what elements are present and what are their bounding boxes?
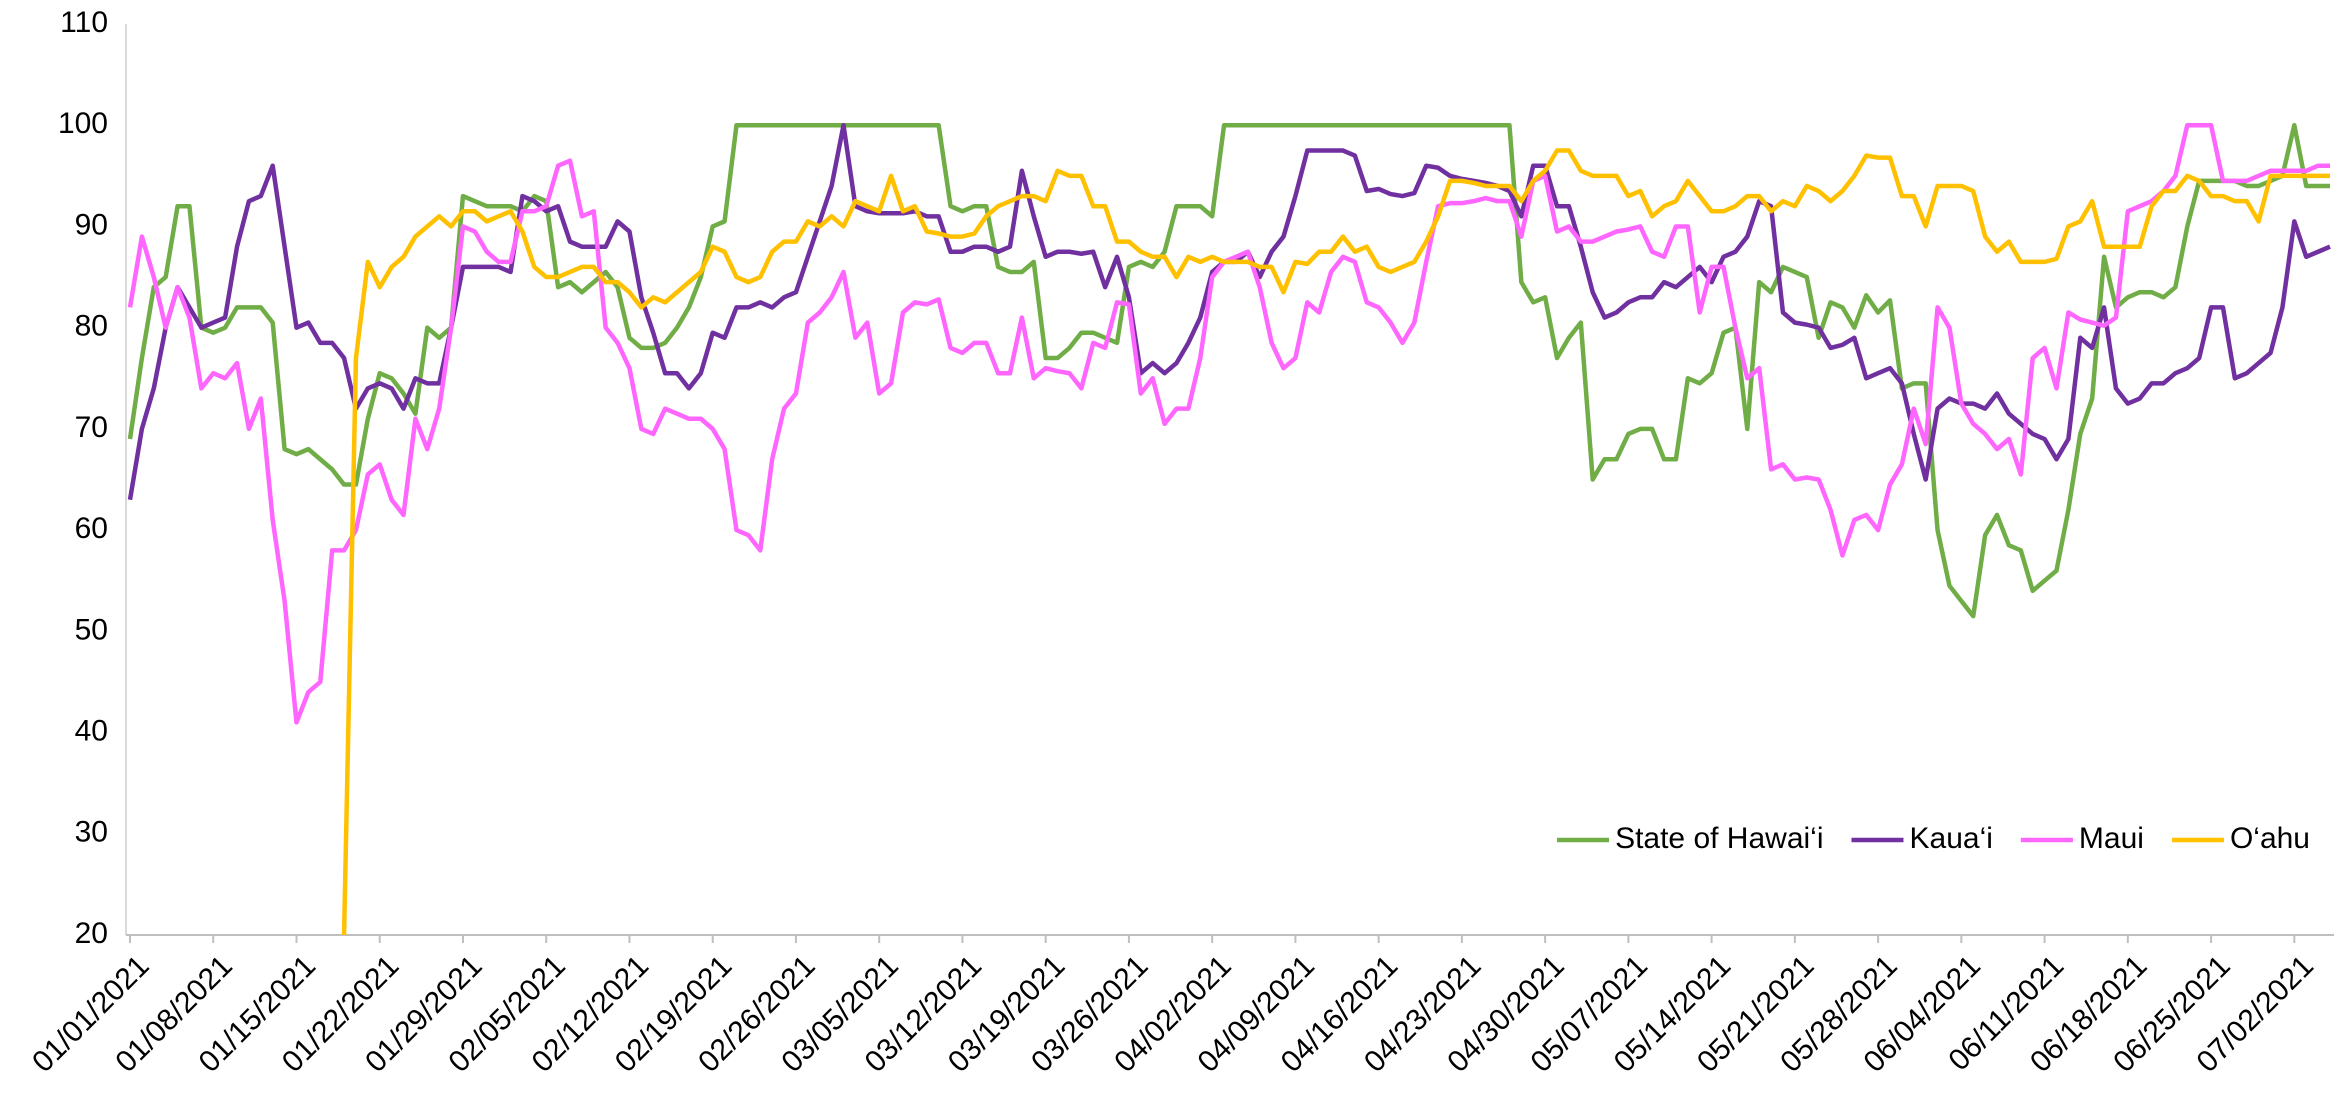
y-tick-label: 30	[75, 816, 108, 849]
y-tick-label: 110	[60, 6, 108, 39]
y-tick-label: 60	[75, 512, 108, 545]
legend-label: O‘ahu	[2230, 822, 2310, 855]
legend: State of Hawai‘i Kaua‘i Maui O‘ahu	[1557, 822, 2310, 855]
y-tick-label: 20	[75, 917, 108, 950]
legend-label: State of Hawai‘i	[1615, 822, 1823, 855]
y-tick-label: 40	[75, 714, 108, 747]
legend-label: Kaua‘i	[1910, 822, 1993, 855]
y-tick-label: 90	[75, 208, 108, 241]
legend-label: Maui	[2079, 822, 2144, 855]
y-tick-label: 50	[75, 613, 108, 646]
series-line	[127, 122, 2331, 501]
series-line	[127, 122, 2330, 725]
series-line	[341, 148, 2330, 936]
series-line	[127, 122, 2330, 619]
y-tick-label: 100	[58, 107, 108, 140]
y-tick-label: 80	[75, 310, 108, 343]
y-tick-label: 70	[75, 411, 108, 444]
